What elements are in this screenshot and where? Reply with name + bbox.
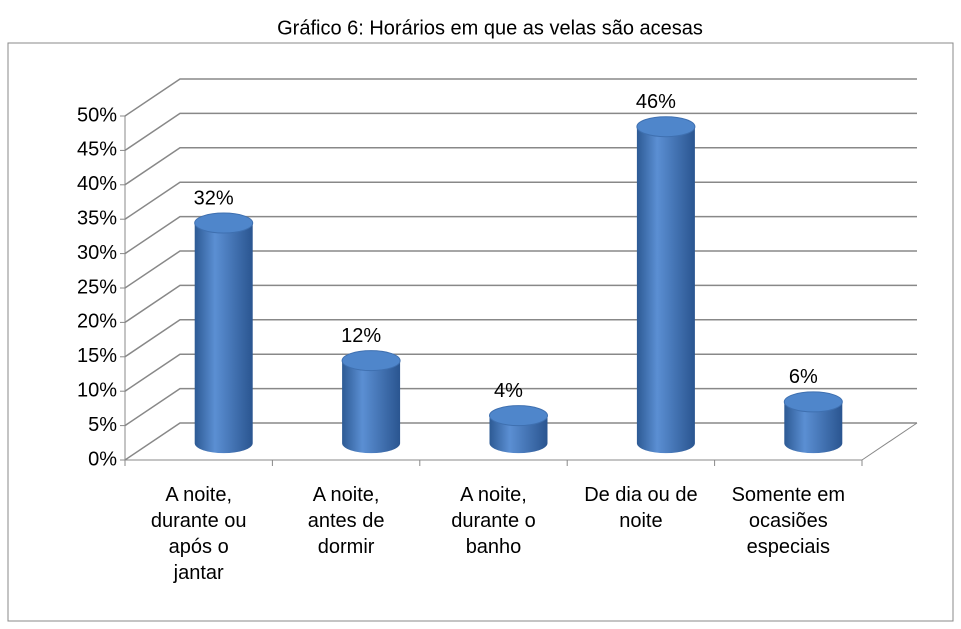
x-tick-label: A noite, durante o banho	[451, 484, 536, 558]
y-tick-label: 50%	[77, 104, 117, 126]
bar	[784, 401, 843, 454]
y-tick-label: 5%	[88, 414, 117, 436]
y-tick-label: 40%	[77, 173, 117, 195]
x-tick-label: A noite, antes de dormir	[308, 484, 385, 558]
bar-top	[783, 391, 843, 413]
y-tick-label: 0%	[88, 448, 117, 470]
data-label: 46%	[636, 91, 676, 113]
y-tick-label: 35%	[77, 207, 117, 229]
floor-edge	[861, 422, 918, 461]
grid-line	[124, 181, 917, 220]
y-tick-label: 15%	[77, 345, 117, 367]
data-label: 12%	[341, 325, 381, 347]
bar	[194, 223, 253, 454]
grid-line	[124, 78, 917, 117]
y-tick-label: 25%	[77, 276, 117, 298]
grid-line	[124, 147, 917, 186]
bar-top	[636, 116, 696, 138]
chart-border	[7, 42, 954, 622]
x-tick-label: Somente em ocasiões especiais	[732, 484, 845, 558]
bar	[342, 360, 401, 454]
bar	[636, 126, 695, 454]
y-tick-label: 10%	[77, 379, 117, 401]
x-tick-label: De dia ou de noite	[584, 484, 697, 532]
bar-top	[194, 212, 254, 234]
y-tick-label: 20%	[77, 311, 117, 333]
data-label: 6%	[789, 366, 818, 388]
bar	[489, 415, 548, 454]
x-tick-label: A noite, durante ou após o jantar	[151, 484, 247, 584]
grid-line	[124, 112, 917, 152]
data-label: 4%	[494, 380, 523, 402]
y-tick-label: 30%	[77, 242, 117, 264]
y-tick-label: 45%	[77, 139, 117, 161]
bar-top	[341, 350, 401, 372]
bar-top	[489, 405, 548, 427]
chart-title: Gráfico 6: Horários em que as velas são …	[277, 17, 703, 39]
data-label: 32%	[194, 187, 234, 209]
